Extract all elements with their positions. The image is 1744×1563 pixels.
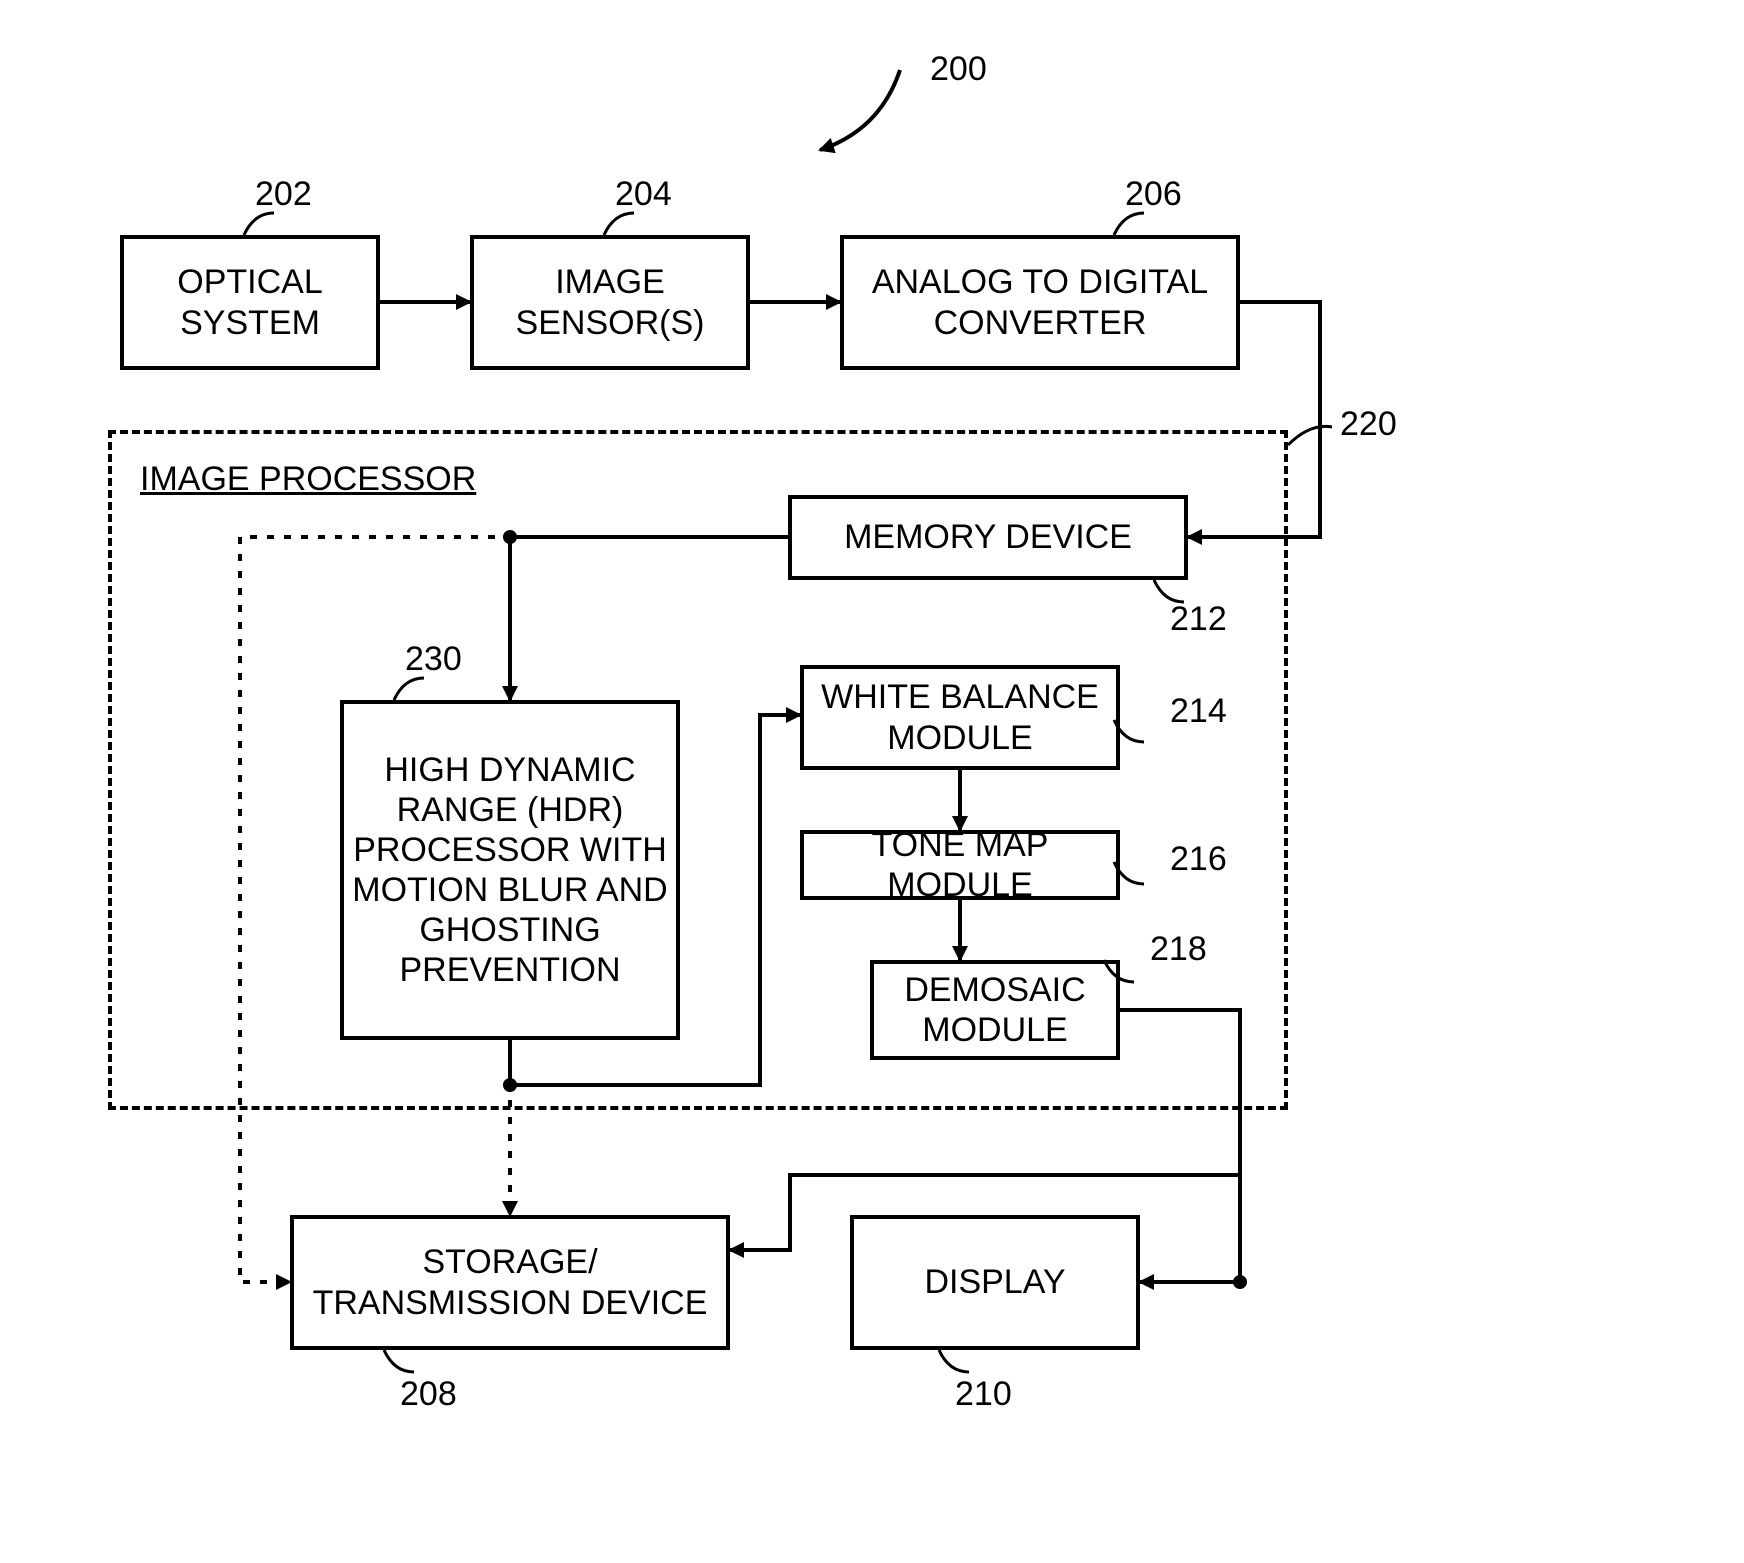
node-optical-system: OPTICAL SYSTEM [120,235,380,370]
ref-220: 220 [1340,405,1397,444]
node-adc: ANALOG TO DIGITAL CONVERTER [840,235,1240,370]
node-label: TONE MAP MODULE [810,825,1110,905]
node-label: ANALOG TO DIGITAL CONVERTER [850,262,1230,342]
node-label: DEMOSAIC MODULE [880,970,1110,1050]
node-memory: MEMORY DEVICE [788,495,1188,580]
ref-230: 230 [405,640,462,679]
node-white-balance: WHITE BALANCE MODULE [800,665,1120,770]
node-tone-map: TONE MAP MODULE [800,830,1120,900]
node-label: HIGH DYNAMIC RANGE (HDR) PROCESSOR WITH … [350,750,670,991]
ref-210: 210 [955,1375,1012,1414]
node-label: OPTICAL SYSTEM [130,262,370,342]
node-label: WHITE BALANCE MODULE [810,677,1110,757]
ref-212: 212 [1170,600,1227,639]
node-hdr: HIGH DYNAMIC RANGE (HDR) PROCESSOR WITH … [340,700,680,1040]
node-label: IMAGE SENSOR(S) [480,262,740,342]
node-label: STORAGE/ TRANSMISSION DEVICE [300,1242,720,1322]
ref-216: 216 [1170,840,1227,879]
ref-204: 204 [615,175,672,214]
ref-206: 206 [1125,175,1182,214]
node-label: MEMORY DEVICE [844,517,1132,557]
image-processor-title: IMAGE PROCESSOR [140,460,476,499]
ref-200: 200 [930,50,987,89]
ref-202: 202 [255,175,312,214]
node-image-sensor: IMAGE SENSOR(S) [470,235,750,370]
node-storage: STORAGE/ TRANSMISSION DEVICE [290,1215,730,1350]
node-display: DISPLAY [850,1215,1140,1350]
node-demosaic: DEMOSAIC MODULE [870,960,1120,1060]
ref-208: 208 [400,1375,457,1414]
ref-214: 214 [1170,692,1227,731]
ref-218: 218 [1150,930,1207,969]
diagram-canvas: IMAGE PROCESSOR OPTICAL SYSTEM IMAGE SEN… [0,0,1744,1563]
node-label: DISPLAY [924,1262,1065,1302]
